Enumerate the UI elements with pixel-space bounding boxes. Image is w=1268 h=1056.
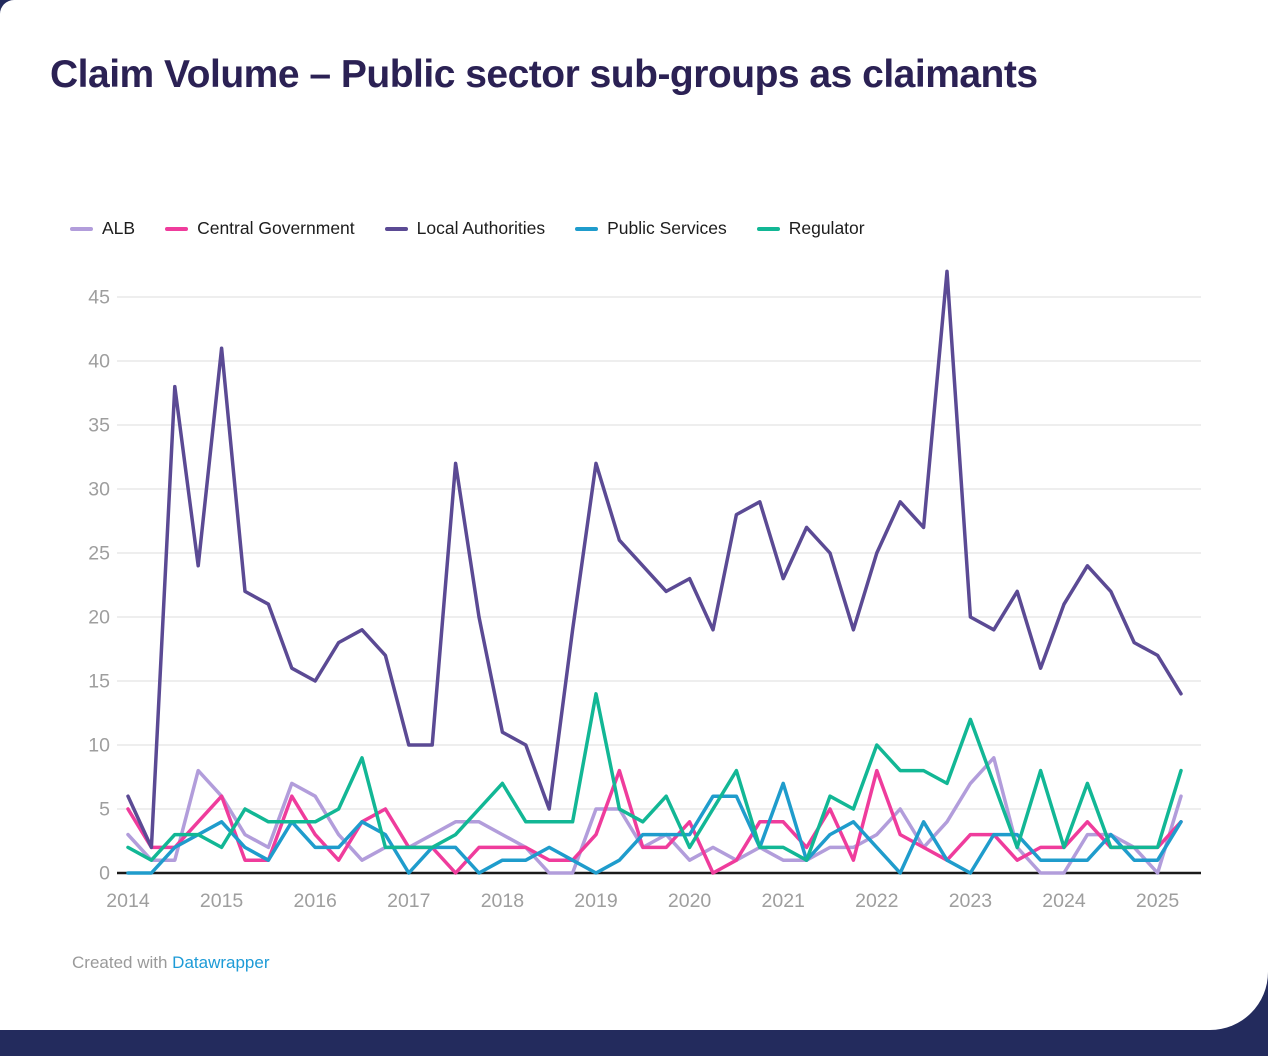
legend-swatch-public-services: [575, 226, 599, 231]
legend-item-public-services: Public Services: [575, 218, 727, 239]
footer-prefix: Created with: [72, 953, 173, 972]
x-axis-tick-2018: 2018: [481, 890, 524, 912]
x-axis-tick-2014: 2014: [106, 890, 150, 912]
series-line-alb: [126, 756, 1183, 875]
y-axis-tick-30: 30: [88, 479, 110, 501]
legend-label-public-services: Public Services: [607, 218, 727, 238]
x-axis-tick-2025: 2025: [1136, 890, 1180, 912]
legend-swatch-alb: [70, 226, 93, 231]
legend-label-local-authorities: Local Authorities: [416, 218, 546, 238]
x-axis-tick-2021: 2021: [762, 890, 805, 912]
y-axis-tick-15: 15: [88, 671, 110, 693]
legend-item-regulator: Regulator: [756, 218, 865, 239]
x-axis-tick-2022: 2022: [855, 890, 898, 912]
legend-swatch-regulator: [756, 226, 780, 231]
y-axis-tick-5: 5: [99, 799, 110, 821]
x-axis-tick-2019: 2019: [574, 890, 617, 912]
x-axis-tick-2023: 2023: [949, 890, 992, 912]
series-line-public-services: [126, 781, 1183, 875]
series-line-local-authorities: [126, 269, 1183, 850]
x-axis-tick-2020: 2020: [668, 890, 712, 912]
datawrapper-link[interactable]: Datawrapper: [172, 953, 270, 972]
y-axis-tick-40: 40: [88, 351, 110, 373]
chart-card: [0, 0, 1268, 1030]
legend-label-regulator: Regulator: [788, 218, 865, 238]
series-line-central-government: [126, 768, 1183, 875]
y-axis-tick-25: 25: [88, 543, 110, 565]
series-line-regulator: [126, 692, 1183, 862]
y-axis-tick-10: 10: [88, 735, 110, 757]
x-axis-tick-2016: 2016: [294, 890, 337, 912]
y-axis-tick-45: 45: [88, 287, 110, 309]
legend-label-alb: ALB: [102, 218, 136, 238]
legend-item-alb: ALB: [70, 218, 135, 239]
legend-item-central-government: Central Government: [165, 218, 355, 239]
legend-swatch-local-authorities: [384, 226, 408, 231]
x-axis-tick-2015: 2015: [200, 890, 244, 912]
x-axis-tick-2024: 2024: [1042, 890, 1086, 912]
legend-swatch-central-government: [165, 226, 189, 231]
legend: ALB Central Government Local Authorities…: [70, 218, 865, 239]
footer-attribution: Created with Datawrapper: [72, 953, 270, 973]
y-axis-tick-35: 35: [88, 415, 110, 437]
legend-label-central-government: Central Government: [197, 218, 355, 238]
legend-item-local-authorities: Local Authorities: [384, 218, 546, 239]
x-axis-tick-2017: 2017: [387, 890, 430, 912]
y-axis-tick-0: 0: [99, 863, 110, 885]
page-title: Claim Volume – Public sector sub-groups …: [50, 53, 1038, 96]
y-axis-tick-20: 20: [88, 607, 110, 629]
plot-area: 0 5 10 15 20 25 30 35 40 45 2014 2015 2016 2017 2018 20…: [0, 255, 1268, 955]
